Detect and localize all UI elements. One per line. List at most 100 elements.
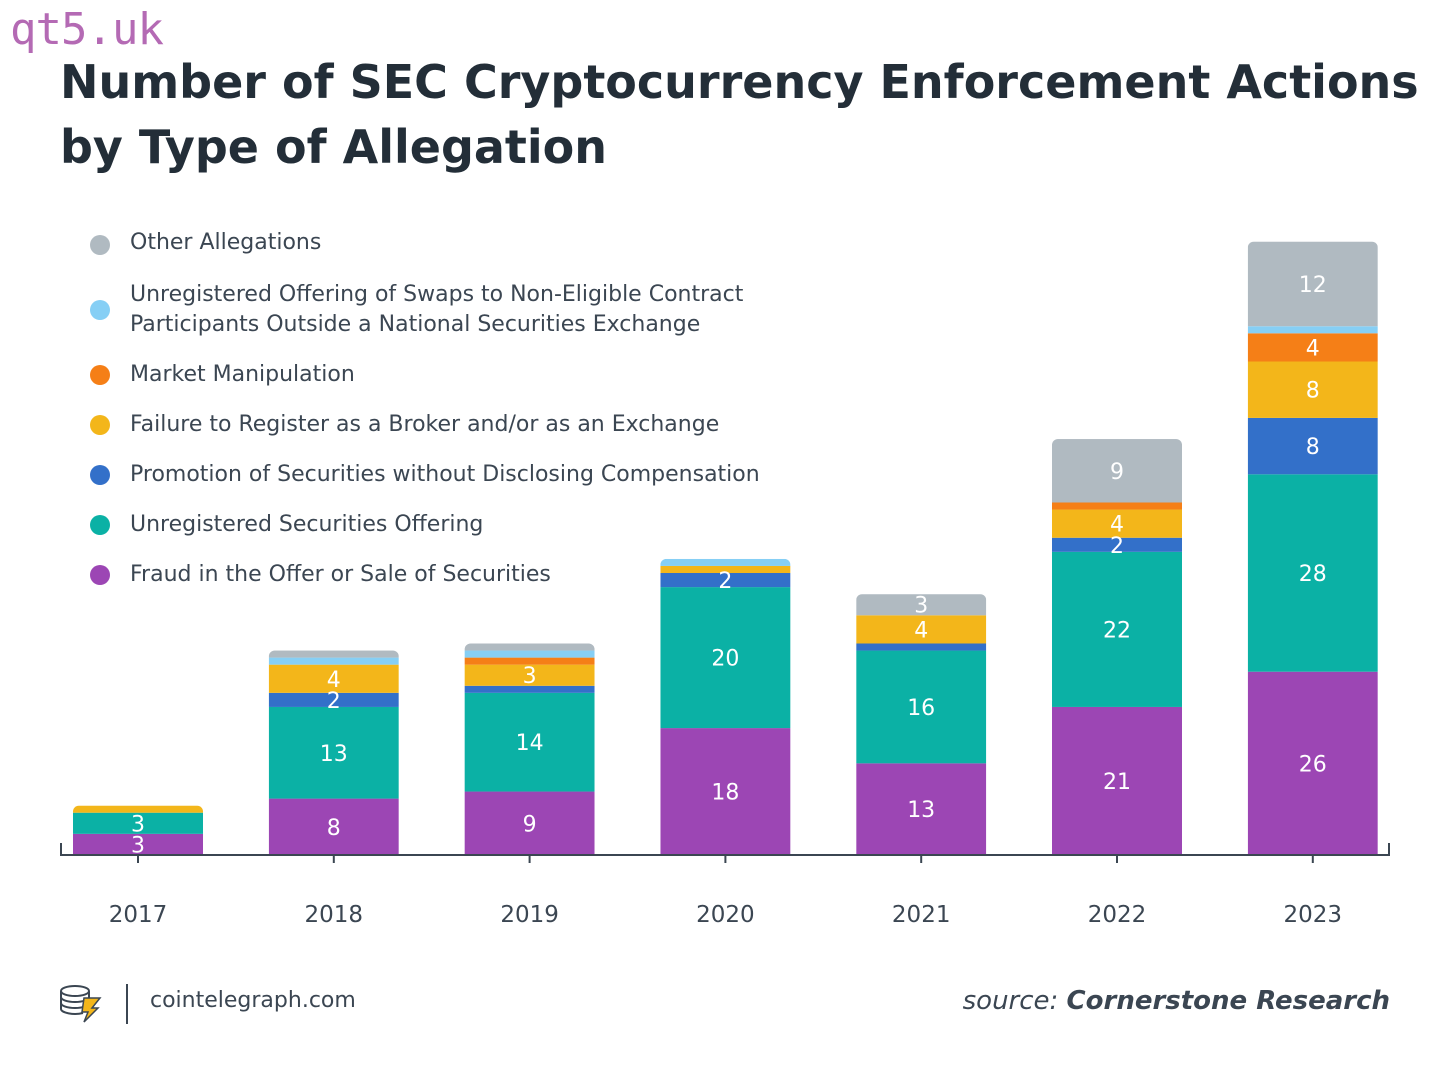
bar-segment-2021-unregistered-securities-offering [856,650,987,764]
legend-label: Unregistered Securities Offering [130,512,484,537]
data-label-2023-other-allegations: 12 [1299,273,1327,298]
bar-segment-2022-failure-to-register-as-a-broker-and-or-a [1052,509,1182,538]
data-label-2022-promotion-of-securities-without-disclosi: 2 [1110,534,1124,559]
bar-segment-2017-failure-to-register-as-a-broker-and-or-a [73,805,203,813]
x-tick-label-2020: 2020 [696,902,755,928]
legend-label: Fraud in the Offer or Sale of Securities [130,562,551,587]
bar-segment-2019-promotion-of-securities-without-disclosi [464,685,595,693]
legend-swatch [90,300,110,320]
bar-segment-2023-other-allegations [1247,241,1378,327]
legend-swatch [90,465,110,485]
legend-swatch [90,415,110,435]
data-label-2023-unregistered-securities-offering: 28 [1299,562,1327,587]
legend-label: Other Allegations [130,230,322,255]
data-label-2022-fraud-in-the-offer-or-sale-of-securities: 21 [1103,770,1131,795]
bar-stack-2019 [464,643,595,855]
bar-segment-2022-other-allegations [1052,439,1182,503]
data-label-2020-promotion-of-securities-without-disclosi: 2 [718,569,732,594]
data-label-2023-failure-to-register-as-a-broker-and-or-a: 8 [1306,379,1320,404]
bar-segment-2023-failure-to-register-as-a-broker-and-or-a [1247,361,1378,418]
bar-segment-2018-failure-to-register-as-a-broker-and-or-a [268,664,399,693]
watermark: qt5.uk [10,4,164,55]
bar-stack-2023 [1247,241,1378,855]
data-label-2017-unregistered-securities-offering: 3 [131,812,145,837]
bar-segment-2022-promotion-of-securities-without-disclosi [1052,537,1182,552]
legend-label: Failure to Register as a Broker and/or a… [130,412,720,437]
data-label-2020-unregistered-securities-offering: 20 [711,647,739,672]
data-label-2022-failure-to-register-as-a-broker-and-or-a: 4 [1110,513,1124,538]
bar-segment-2021-failure-to-register-as-a-broker-and-or-a [856,615,987,644]
bar-segment-2021-other-allegations [856,594,987,616]
data-label-2021-failure-to-register-as-a-broker-and-or-a: 4 [914,618,928,643]
data-label-2017-fraud-in-the-offer-or-sale-of-securities: 3 [131,833,145,858]
legend-swatch [90,515,110,535]
bar-segment-2019-unregistered-offering-of-swaps-to-non-el [464,650,595,658]
source-credit: source: Cornerstone Research [963,986,1390,1016]
data-label-2018-failure-to-register-as-a-broker-and-or-a: 4 [327,668,341,693]
legend-label: Market Manipulation [130,362,355,387]
cointelegraph-logo-icon [60,985,102,1023]
bar-segment-2019-fraud-in-the-offer-or-sale-of-securities [464,791,595,855]
x-tick-label-2023: 2023 [1284,902,1343,928]
bar-segment-2019-market-manipulation [464,657,595,665]
bar-segment-2023-market-manipulation [1247,333,1378,362]
chart-title: Number of SEC Cryptocurrency Enforcement… [60,55,1419,174]
bar-segment-2022-market-manipulation [1052,502,1182,510]
data-label-2019-fraud-in-the-offer-or-sale-of-securities: 9 [523,812,537,837]
source-prefix: source: [962,986,1059,1016]
data-label-2020-fraud-in-the-offer-or-sale-of-securities: 18 [711,781,739,806]
data-label-2018-promotion-of-securities-without-disclosi: 2 [327,689,341,714]
x-tick-label-2021: 2021 [892,902,951,928]
x-tick-label-2019: 2019 [500,902,559,928]
bar-segment-2020-failure-to-register-as-a-broker-and-or-a [660,565,791,573]
bar-segment-2019-other-allegations [464,643,595,651]
legend-swatch [90,235,110,255]
bar-segment-2020-unregistered-offering-of-swaps-to-non-el [660,558,791,566]
data-label-2023-fraud-in-the-offer-or-sale-of-securities: 26 [1299,752,1327,777]
data-label-2019-unregistered-securities-offering: 14 [516,731,544,756]
bar-segment-2017-fraud-in-the-offer-or-sale-of-securities [73,833,203,855]
data-label-2022-unregistered-securities-offering: 22 [1103,618,1131,643]
legend-label: Promotion of Securities without Disclosi… [130,462,760,487]
bar-segment-2023-promotion-of-securities-without-disclosi [1247,417,1378,475]
bar-segment-2022-fraud-in-the-offer-or-sale-of-securities [1052,706,1182,855]
data-label-2021-other-allegations: 3 [914,594,928,619]
bar-stack-2018 [268,650,399,855]
x-tick-label-2022: 2022 [1088,902,1147,928]
x-tick-label-2017: 2017 [109,902,168,928]
bar-segment-2023-unregistered-offering-of-swaps-to-non-el [1247,326,1378,334]
data-label-2022-other-allegations: 9 [1110,460,1124,485]
data-label-2019-failure-to-register-as-a-broker-and-or-a: 3 [523,664,537,689]
bar-segment-2021-promotion-of-securities-without-disclosi [856,643,987,651]
bar-segment-2021-fraud-in-the-offer-or-sale-of-securities [856,763,987,855]
source-name: Cornerstone Research [1066,986,1390,1016]
footer-divider [126,984,128,1024]
footer-brand[interactable]: cointelegraph.com [150,988,356,1013]
bar-segment-2018-unregistered-offering-of-swaps-to-non-el [268,657,399,665]
bar-segment-2018-unregistered-securities-offering [268,706,399,799]
data-label-2023-promotion-of-securities-without-disclosi: 8 [1306,435,1320,460]
bar-segment-2018-promotion-of-securities-without-disclosi [268,692,399,707]
bar-segment-2017-unregistered-securities-offering [73,812,203,834]
data-label-2023-market-manipulation: 4 [1306,336,1320,361]
data-label-2021-unregistered-securities-offering: 16 [907,696,935,721]
bar-segment-2019-unregistered-securities-offering [464,692,595,792]
bar-stack-2021 [856,594,987,855]
x-tick-label-2018: 2018 [305,902,364,928]
bar-segment-2020-fraud-in-the-offer-or-sale-of-securities [660,728,791,855]
bar-segment-2018-fraud-in-the-offer-or-sale-of-securities [268,798,399,855]
bar-segment-2022-unregistered-securities-offering [1052,551,1182,707]
bar-stack-2017 [73,805,203,855]
bar-segment-2018-other-allegations [268,650,399,658]
bar-stack-2022 [1052,439,1182,855]
legend-label: Unregistered Offering of Swaps to Non-El… [130,282,744,337]
bar-segment-2023-fraud-in-the-offer-or-sale-of-securities [1247,671,1378,855]
bar-segment-2020-unregistered-securities-offering [660,587,791,729]
data-label-2018-unregistered-securities-offering: 13 [320,742,348,767]
bar-segment-2020-promotion-of-securities-without-disclosi [660,573,791,588]
legend-swatch [90,565,110,585]
bar-segment-2023-unregistered-securities-offering [1247,474,1378,672]
data-label-2021-fraud-in-the-offer-or-sale-of-securities: 13 [907,798,935,823]
bar-segment-2019-failure-to-register-as-a-broker-and-or-a [464,664,595,686]
